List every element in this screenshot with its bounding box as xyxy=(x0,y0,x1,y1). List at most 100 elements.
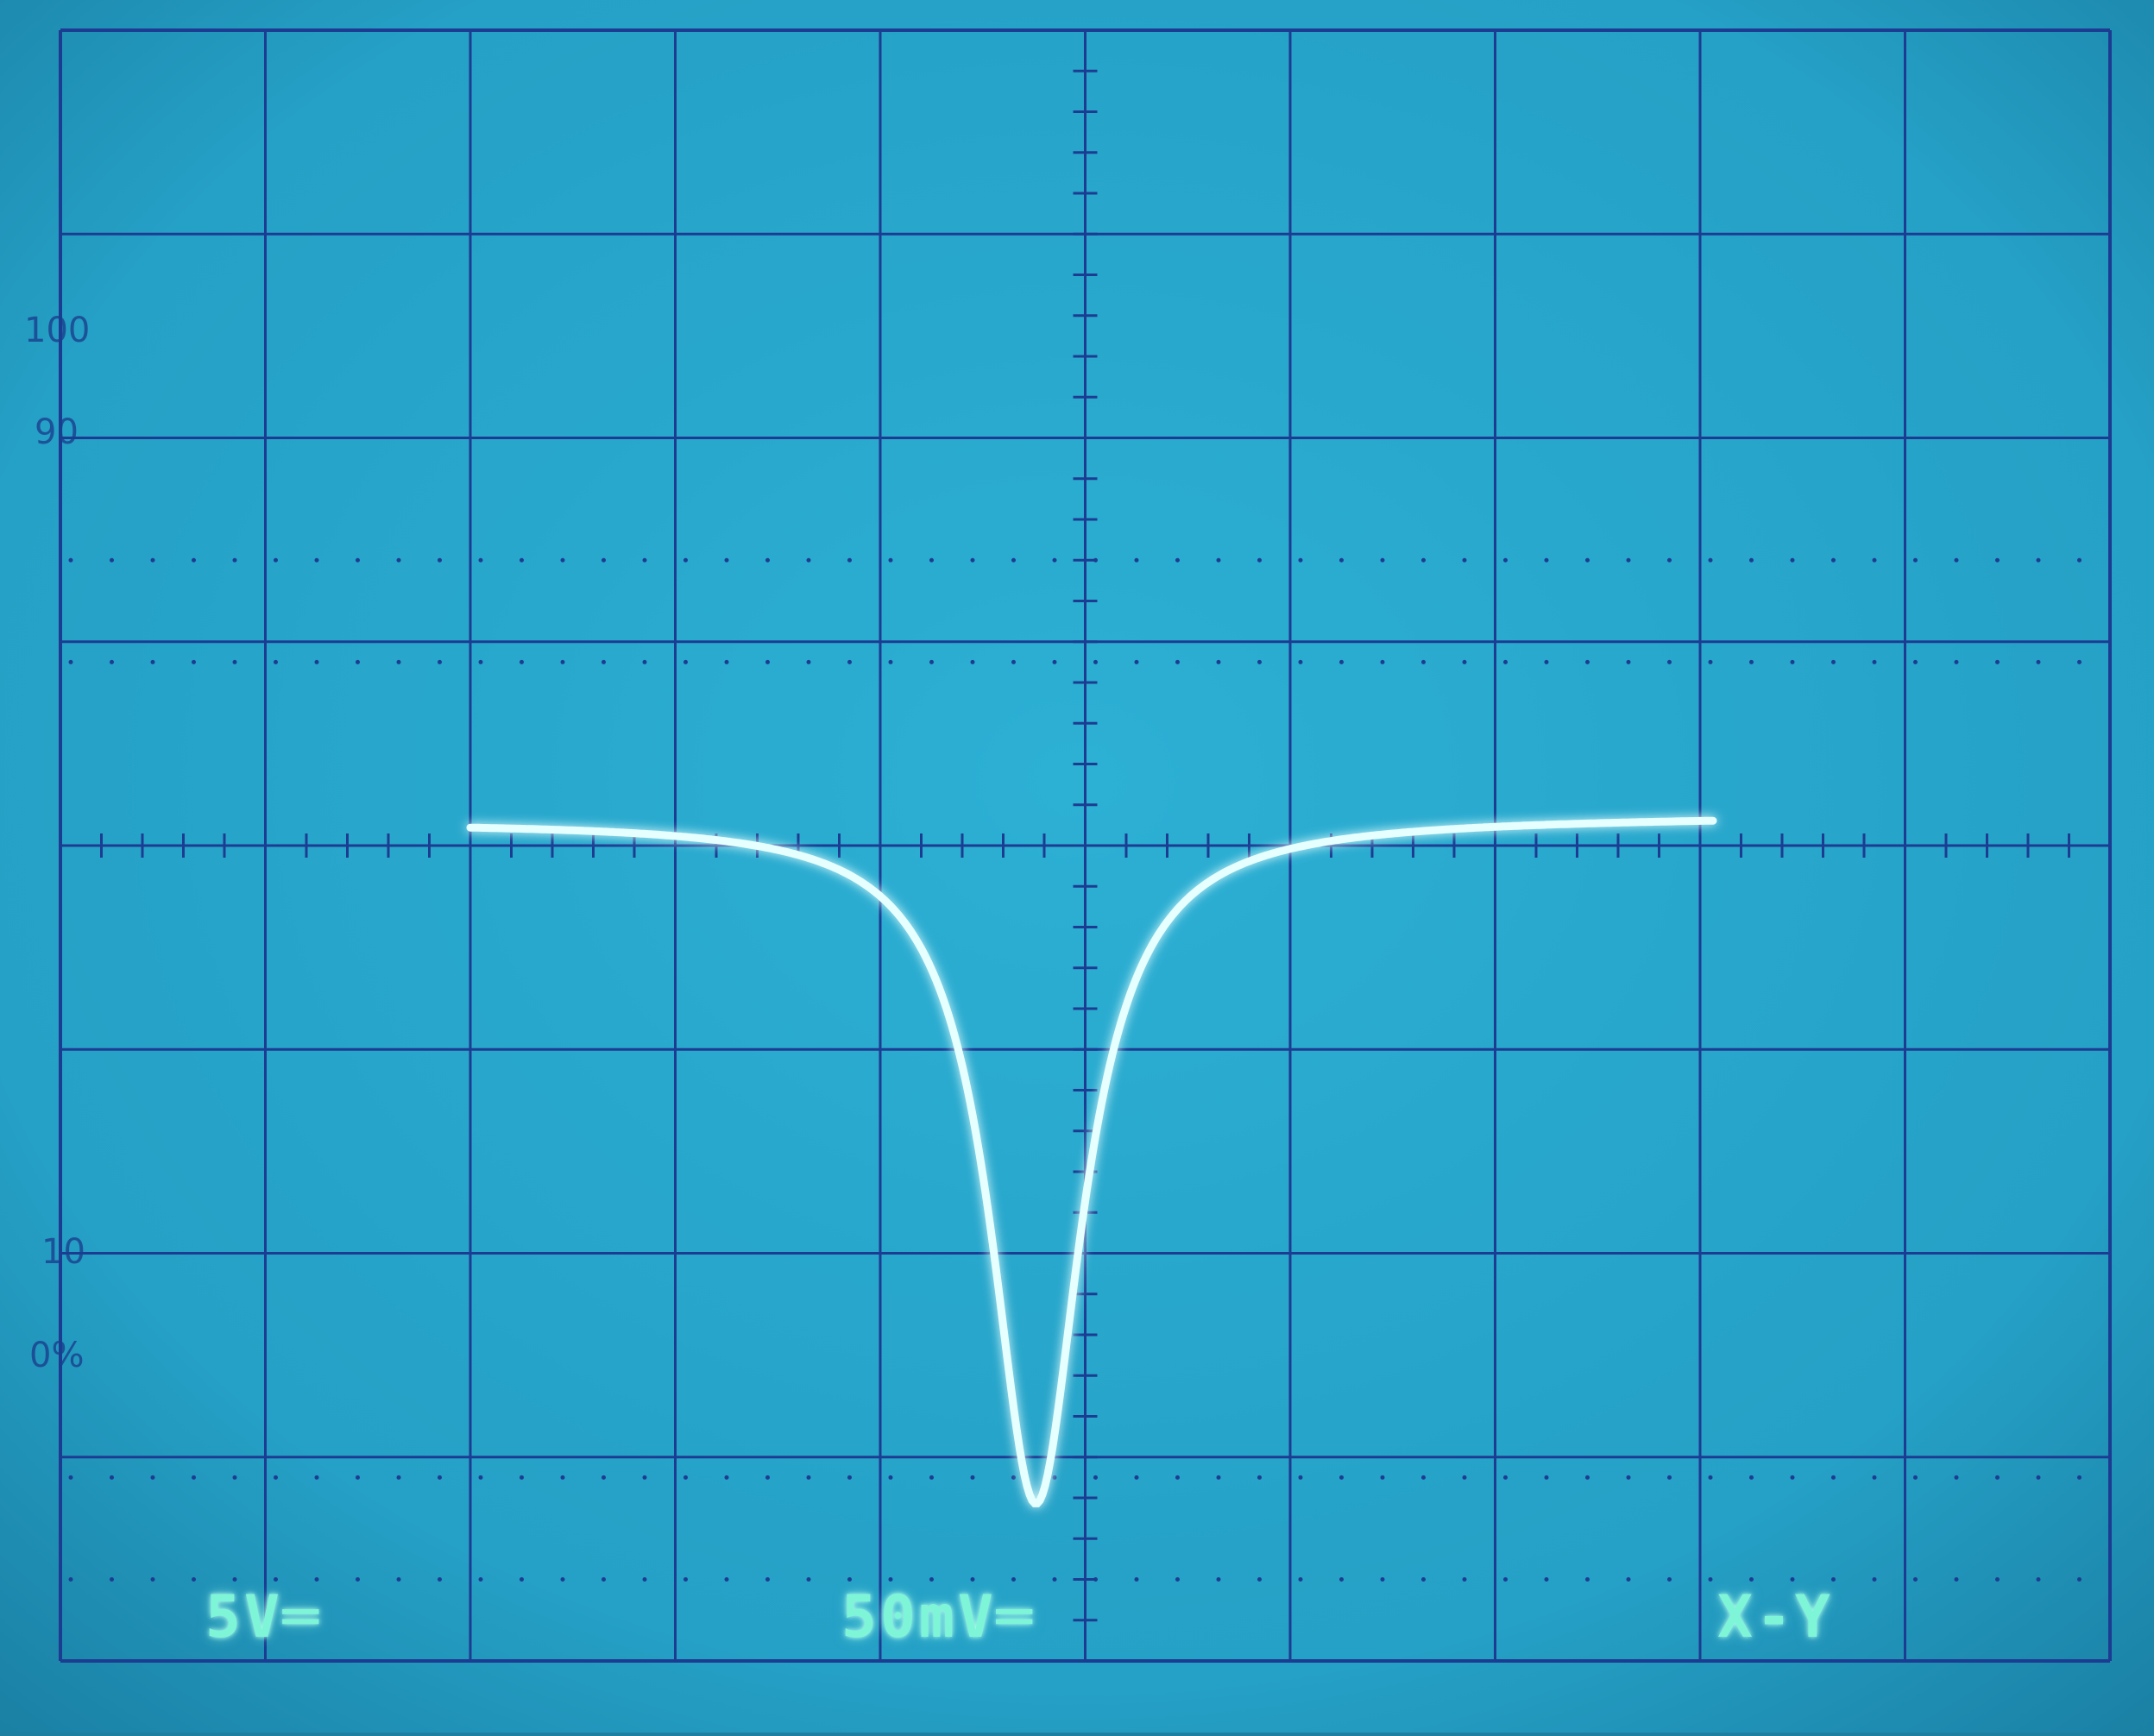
graticule-dot xyxy=(314,1577,319,1582)
graticule-dot xyxy=(642,1475,647,1480)
graticule-dot xyxy=(478,557,483,563)
graticule-dot xyxy=(1749,1577,1754,1582)
graticule-dot xyxy=(1175,659,1180,664)
graticule-dot xyxy=(1134,1475,1139,1480)
graticule-dot xyxy=(970,659,975,664)
graticule-dot xyxy=(1339,1577,1344,1582)
graticule-dot xyxy=(970,1475,975,1480)
graticule-dot xyxy=(110,557,114,563)
graticule-dot xyxy=(560,1475,565,1480)
graticule-dot xyxy=(642,1577,647,1582)
graticule-dot xyxy=(724,557,729,563)
graticule-dot xyxy=(110,659,114,664)
graticule-dot xyxy=(1421,557,1426,563)
graticule-dot xyxy=(1626,1577,1631,1582)
graticule-dot xyxy=(1585,1475,1590,1480)
graticule-dot xyxy=(274,1475,278,1480)
graticule-dot xyxy=(150,659,155,664)
graticule-dot xyxy=(970,557,975,563)
graticule-dot xyxy=(1544,1475,1549,1480)
graticule-dot xyxy=(1585,557,1590,563)
graticule-dot xyxy=(765,1577,770,1582)
graticule-dot xyxy=(1667,659,1672,664)
graticule-dot xyxy=(1626,659,1631,664)
graticule-dot xyxy=(1913,557,1918,563)
graticule-dot xyxy=(683,1475,688,1480)
graticule-dot xyxy=(1011,659,1016,664)
graticule-dot xyxy=(438,1475,442,1480)
graticule-dot xyxy=(396,1577,401,1582)
graticule-dot xyxy=(1995,1577,2000,1582)
graticule-dot xyxy=(601,659,606,664)
graticule-dot xyxy=(192,1475,196,1480)
graticule-dot xyxy=(1790,557,1795,563)
graticule-dot xyxy=(356,659,360,664)
graticule-dot xyxy=(478,1577,483,1582)
graticule-dot xyxy=(888,1577,893,1582)
graticule-dot xyxy=(1462,557,1467,563)
graticule-dot xyxy=(1626,557,1631,563)
graticule-dot xyxy=(765,1475,770,1480)
graticule-dot xyxy=(1831,557,1836,563)
graticule-dot xyxy=(1954,1577,1959,1582)
graticule-dot xyxy=(314,557,319,563)
graticule-dot xyxy=(806,659,811,664)
graticule-dot xyxy=(314,1475,319,1480)
graticule-dot xyxy=(274,557,278,563)
graticule-dot xyxy=(1134,557,1139,563)
graticule-dot xyxy=(724,1577,729,1582)
graticule-dot xyxy=(1667,1577,1672,1582)
graticule-dot xyxy=(68,1577,73,1582)
graticule-dot xyxy=(192,557,196,563)
graticule-dot xyxy=(1257,1475,1262,1480)
graticule-dot xyxy=(1298,1577,1303,1582)
graticule-dot xyxy=(1134,1577,1139,1582)
graticule-dot xyxy=(110,1475,114,1480)
graticule-dot xyxy=(1216,1475,1221,1480)
graticule-dot xyxy=(1790,1475,1795,1480)
graticule-dot xyxy=(1052,557,1057,563)
graticule-dot xyxy=(1257,1577,1262,1582)
graticule-dot xyxy=(1462,1475,1467,1480)
graticule-dot xyxy=(1216,1577,1221,1582)
graticule-dot xyxy=(1298,1475,1303,1480)
graticule-dot xyxy=(110,1577,114,1582)
graticule-dot xyxy=(314,659,319,664)
graticule-dot xyxy=(1831,1577,1836,1582)
graticule-dot xyxy=(601,1475,606,1480)
graticule-dot xyxy=(1298,557,1303,563)
graticule-dot xyxy=(1503,1577,1508,1582)
graticule-dot xyxy=(806,557,811,563)
graticule-dot xyxy=(68,557,73,563)
graticule-dot xyxy=(970,1577,975,1582)
graticule-dot xyxy=(1011,1577,1016,1582)
graticule-dot xyxy=(2077,1475,2082,1480)
graticule-dot xyxy=(1995,557,2000,563)
graticule-dot xyxy=(1462,1577,1467,1582)
graticule-dot xyxy=(1011,557,1016,563)
graticule-dot xyxy=(1421,659,1426,664)
graticule-dot xyxy=(68,1475,73,1480)
graticule-dot xyxy=(1995,1475,2000,1480)
graticule-dot xyxy=(1175,557,1180,563)
graticule-dot xyxy=(356,1577,360,1582)
graticule-dot xyxy=(847,557,852,563)
graticule-dot xyxy=(1503,557,1508,563)
graticule-dot xyxy=(2077,1577,2082,1582)
graticule-dot xyxy=(150,1577,155,1582)
graticule-label-90: 90 xyxy=(35,412,79,452)
graticule-dot xyxy=(560,659,565,664)
graticule-dot xyxy=(396,557,401,563)
channel1-scale-readout: 5V═ xyxy=(205,1583,322,1651)
graticule-dot xyxy=(1790,1577,1795,1582)
graticule-dot xyxy=(396,1475,401,1480)
graticule-dotted-lines xyxy=(68,557,2082,1582)
graticule-dot xyxy=(2077,557,2082,563)
graticule-dot xyxy=(929,659,934,664)
graticule-dot xyxy=(2036,1475,2041,1480)
graticule-dot xyxy=(888,1475,893,1480)
graticule-dot xyxy=(1954,557,1959,563)
